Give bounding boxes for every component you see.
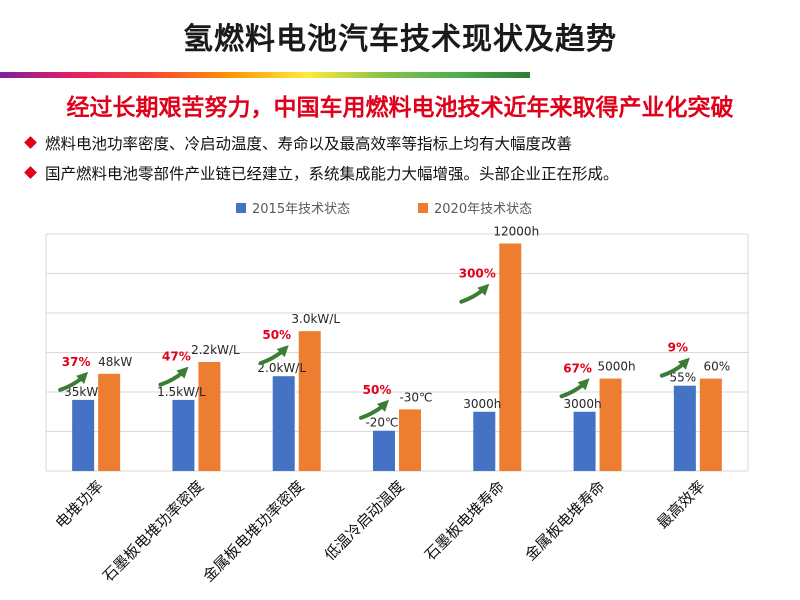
- bar-2020: [499, 243, 522, 471]
- growth-arrow-head-icon: [76, 371, 89, 384]
- slide-headline: 经过长期艰苦努力，中国车用燃料电池技术近年来取得产业化突破: [66, 95, 734, 121]
- data-label-2015: 2.0kW/L: [257, 361, 306, 375]
- growth-label: 67%: [563, 361, 592, 375]
- bullet-text: 国产燃料电池零部件产业链已经建立，系统集成能力大幅增强。头部企业正在形成。: [45, 165, 619, 183]
- data-label-2020: 60%: [704, 360, 731, 374]
- growth-arrow-icon: [158, 370, 185, 387]
- legend-label-2015: 2015年技术状态: [252, 202, 350, 217]
- data-label-2015: -20℃: [365, 416, 398, 430]
- rainbow-divider: [0, 72, 530, 78]
- bar-2020: [98, 373, 121, 471]
- bar-2015: [72, 399, 95, 471]
- category-label: 石墨板电堆寿命: [421, 477, 508, 564]
- growth-label: 47%: [162, 350, 191, 364]
- category-label: 石墨板电堆功率密度: [99, 477, 207, 585]
- data-label-2015: 3000h: [563, 397, 601, 411]
- data-label-2015: 35kW: [64, 385, 98, 399]
- bullet-item: 国产燃料电池零部件产业链已经建立，系统集成能力大幅增强。头部企业正在形成。: [24, 162, 619, 184]
- growth-label: 300%: [459, 267, 496, 281]
- bar-2020: [198, 361, 221, 471]
- bar-2020: [599, 378, 622, 471]
- slide-title: 氢燃料电池汽车技术现状及趋势: [183, 22, 617, 57]
- category-label: 电堆功率: [52, 477, 107, 532]
- data-label-2015: 1.5kW/L: [157, 385, 206, 399]
- bar-2015: [172, 399, 195, 471]
- growth-arrow-icon: [559, 382, 586, 399]
- bar-2015: [673, 385, 696, 471]
- legend-swatch-2020: [418, 203, 428, 213]
- data-label-2020: 3.0kW/L: [291, 312, 340, 326]
- growth-arrow-head-icon: [677, 357, 690, 370]
- bullet-item: 燃料电池功率密度、冷启动温度、寿命以及最高效率等指标上均有大幅度改善: [24, 132, 573, 154]
- bar-2015: [573, 411, 596, 471]
- bar-2015: [373, 430, 395, 471]
- bar-2020: [699, 378, 722, 471]
- category-label: 最高效率: [654, 477, 709, 532]
- growth-label: 37%: [62, 355, 91, 369]
- data-label-2020: 12000h: [493, 224, 539, 238]
- data-label-2015: 55%: [670, 371, 697, 385]
- growth-label: 50%: [262, 328, 291, 342]
- bar-chart: 2015年技术状态 2020年技术状态 35kW 48kW 37% 电堆功率 1.5kW/L…: [45, 202, 749, 585]
- data-label-2015: 3000h: [463, 397, 501, 411]
- diamond-bullet-icon: [24, 166, 37, 179]
- data-label-2020: 2.2kW/L: [191, 343, 240, 357]
- growth-arrow-head-icon: [377, 399, 389, 412]
- diamond-bullet-icon: [24, 136, 37, 149]
- growth-arrow-head-icon: [276, 345, 289, 358]
- bar-2015: [272, 376, 295, 471]
- growth-arrow-icon: [459, 287, 486, 304]
- data-label-2020: 5000h: [597, 360, 635, 374]
- bullet-text: 燃料电池功率密度、冷启动温度、寿命以及最高效率等指标上均有大幅度改善: [45, 135, 573, 153]
- bar-2020: [399, 409, 421, 471]
- bar-2020: [298, 331, 321, 471]
- bar-2015: [473, 411, 496, 471]
- legend-swatch-2015: [236, 203, 246, 213]
- growth-label: 9%: [668, 341, 688, 355]
- category-label: 金属板电堆功率密度: [199, 477, 307, 585]
- data-label-2020: -30℃: [399, 390, 432, 404]
- category-label: 金属板电堆寿命: [521, 477, 608, 564]
- growth-arrow-head-icon: [176, 366, 189, 379]
- growth-arrow-head-icon: [577, 378, 590, 391]
- legend-label-2020: 2020年技术状态: [434, 202, 532, 217]
- data-label-2020: 48kW: [98, 355, 132, 369]
- growth-arrow-head-icon: [477, 283, 490, 296]
- category-label: 低温冷启动温度: [321, 477, 408, 564]
- growth-label: 50%: [363, 383, 392, 397]
